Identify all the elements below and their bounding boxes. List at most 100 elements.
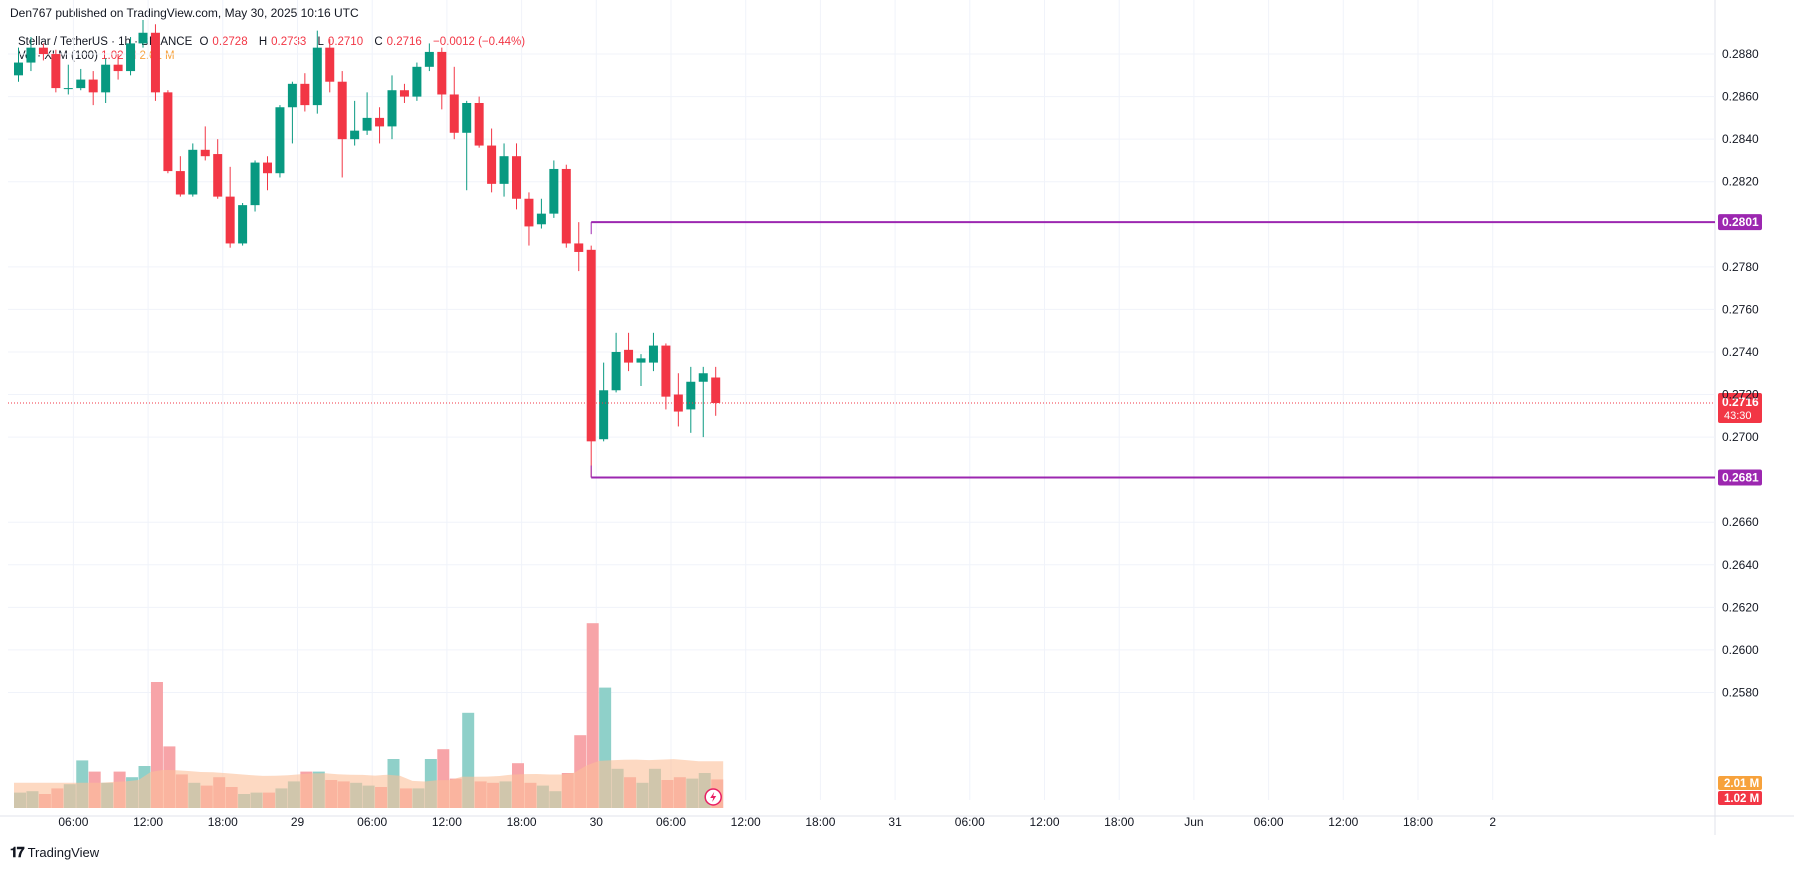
volume-bar [225,787,238,808]
volume-bar [26,791,39,808]
candle-body [636,358,646,363]
level-price-badge [1718,469,1762,486]
candle-body [350,130,360,140]
volume-bar [300,771,313,808]
volume-bar [38,794,51,808]
candle-body [287,83,297,108]
candle-body [63,88,73,90]
volume-bar [101,782,114,808]
bar-countdown-label: 43:30 [1724,410,1752,422]
candle-body [512,156,521,199]
symbol-name[interactable]: Stellar / TetherUS · 1h · BINANCE [18,36,193,48]
y-tick-label: 0.2660 [1722,515,1759,529]
candle-body [387,90,397,127]
volume-bar [387,759,400,808]
candle-body [113,64,123,72]
candle-body [524,198,534,227]
tradingview-logo-icon: 𝟏𝟕 [10,844,25,860]
volume-badge-label: 1.02 M [1724,793,1759,805]
candle-body [213,154,223,197]
volume-bar [113,771,126,808]
y-tick-label: 0.2860 [1722,90,1759,104]
volume-indicator-name[interactable]: Vol · XLM (100) [18,50,98,62]
time-axis: 06:00 12:00 18:00 29 06:00 12:00 18:00 30 06:00 1… [58,815,1496,829]
candle-body [14,62,23,76]
y-tick-label: 0.2600 [1722,643,1759,657]
symbol-legend: Stellar / TetherUS · 1h · BINANCE O 0.272… [18,34,529,50]
volume-bar [549,791,562,808]
volume-bar [375,787,388,808]
ohlc-close: C 0.2716 [374,36,422,48]
y-tick-label: 0.2620 [1722,600,1759,614]
candle-body [325,47,335,82]
candle-body [101,64,111,93]
x-tick-label: 06:00 [656,815,686,829]
volume-badge-label: 2.01 M [1724,778,1759,790]
candle-body [611,351,621,391]
x-tick-label: 12:00 [731,815,761,829]
volume-bar [175,774,188,808]
candle-body [599,390,609,440]
x-tick-label: 12:00 [1328,815,1358,829]
candle-body [586,249,596,442]
volume-bar [673,777,686,808]
volume-bar [686,778,699,808]
volume-bar [424,759,437,808]
candle-body [661,345,671,397]
y-tick-label: 0.2880 [1722,47,1759,61]
volume-bar [51,788,64,808]
volume-bar [611,768,624,808]
volume-bar [325,780,338,808]
candles [14,20,721,478]
candle-body [188,149,198,195]
volume-bar [126,777,139,808]
candle-body [175,171,185,195]
volume-bar [337,781,350,808]
volume-bar [138,766,151,808]
candle-body [200,149,210,157]
flash-icon-bolt [710,792,717,802]
candle-body [574,243,584,252]
volume-bar [512,763,524,808]
x-tick-label: 06:00 [58,815,88,829]
candle-body [673,394,683,412]
volume-bar [661,780,674,808]
x-tick-label: 18:00 [208,815,238,829]
volume-bar [474,781,487,808]
volume-bar [362,785,375,808]
candle-body [399,90,409,97]
volume-bar [698,773,711,808]
x-tick-label: 12:00 [133,815,163,829]
y-tick-label: 0.2580 [1722,685,1759,699]
footer-brand: TradingView [27,845,100,860]
volume-bar [63,784,76,808]
volume-ma-area [14,759,724,808]
ohlc-high: H 0.2733 [258,36,307,48]
candle-body [88,79,98,93]
candle-body [462,102,472,133]
volume-bar [536,785,549,808]
volume-bar [499,781,512,808]
y-tick-label: 0.2780 [1722,260,1759,274]
volume-bar [250,792,263,808]
candle-body [561,168,571,244]
y-tick-label: 0.2840 [1722,132,1759,146]
x-tick-label: 18:00 [507,815,537,829]
level-price-badge [1718,214,1762,231]
x-tick-label: 06:00 [955,815,985,829]
volume-bar [586,623,599,808]
volume-value: 1.02 M [101,50,137,62]
candle-body [76,79,86,89]
candle-body [698,373,708,382]
volume-bar [487,782,500,808]
x-tick-label: 06:00 [1254,815,1284,829]
volume-bar [648,768,661,808]
volume-bar [412,788,425,808]
candle-body [250,162,260,206]
x-tick-label: 29 [291,815,305,829]
volume-legend: Vol · XLM (100) 1.02 M 2.01 M [18,50,175,62]
candle-body [474,102,484,146]
current-price-badge [1718,393,1762,424]
